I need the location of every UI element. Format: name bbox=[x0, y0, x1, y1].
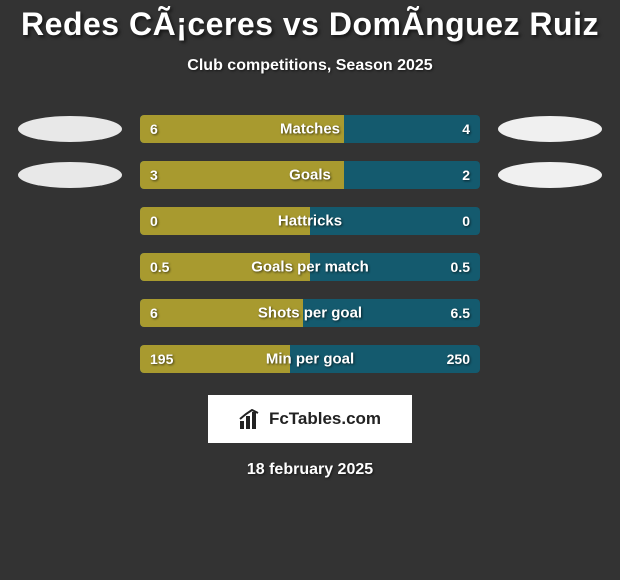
stat-value-left: 6 bbox=[150, 305, 158, 321]
stat-label: Shots per goal bbox=[258, 305, 362, 322]
date-label: 18 february 2025 bbox=[0, 461, 620, 479]
stat-label: Min per goal bbox=[266, 351, 354, 368]
stat-value-right: 0.5 bbox=[451, 259, 470, 275]
stat-value-right: 6.5 bbox=[451, 305, 470, 321]
stat-row: 6 Shots per goal 6.5 bbox=[0, 299, 620, 327]
stat-rows: 6 Matches 4 3 Goals 2 0 Hattricks 0 0.5 Goals per … bbox=[0, 115, 620, 373]
stat-label: Matches bbox=[280, 121, 340, 138]
stat-value-left: 3 bbox=[150, 167, 158, 183]
player-marker-right bbox=[498, 116, 602, 142]
stat-row: 0.5 Goals per match 0.5 bbox=[0, 253, 620, 281]
stat-value-right: 2 bbox=[462, 167, 470, 183]
stat-bar: 6 Shots per goal 6.5 bbox=[140, 299, 480, 327]
stat-row: 0 Hattricks 0 bbox=[0, 207, 620, 235]
stat-row: 6 Matches 4 bbox=[0, 115, 620, 143]
page-title: Redes CÃ¡ceres vs DomÃ­nguez Ruiz bbox=[0, 6, 620, 43]
stat-row: 195 Min per goal 250 bbox=[0, 345, 620, 373]
stat-value-left: 6 bbox=[150, 121, 158, 137]
stat-bar: 6 Matches 4 bbox=[140, 115, 480, 143]
player-marker-left bbox=[18, 116, 122, 142]
stat-label: Hattricks bbox=[278, 213, 342, 230]
stat-row: 3 Goals 2 bbox=[0, 161, 620, 189]
stat-bar: 195 Min per goal 250 bbox=[140, 345, 480, 373]
stat-value-right: 4 bbox=[462, 121, 470, 137]
stat-value-left: 0 bbox=[150, 213, 158, 229]
comparison-infographic: Redes CÃ¡ceres vs DomÃ­nguez Ruiz Club c… bbox=[0, 0, 620, 479]
player-marker-left bbox=[18, 162, 122, 188]
stat-bar: 3 Goals 2 bbox=[140, 161, 480, 189]
stat-bar: 0.5 Goals per match 0.5 bbox=[140, 253, 480, 281]
chart-icon bbox=[239, 409, 263, 429]
stat-value-left: 0.5 bbox=[150, 259, 169, 275]
player-marker-right bbox=[498, 162, 602, 188]
stat-label: Goals bbox=[289, 167, 331, 184]
subtitle: Club competitions, Season 2025 bbox=[0, 57, 620, 75]
stat-label: Goals per match bbox=[251, 259, 369, 276]
stat-value-right: 250 bbox=[447, 351, 470, 367]
brand-badge: FcTables.com bbox=[208, 395, 412, 443]
stat-value-right: 0 bbox=[462, 213, 470, 229]
stat-value-left: 195 bbox=[150, 351, 173, 367]
brand-text: FcTables.com bbox=[269, 409, 381, 429]
stat-bar: 0 Hattricks 0 bbox=[140, 207, 480, 235]
